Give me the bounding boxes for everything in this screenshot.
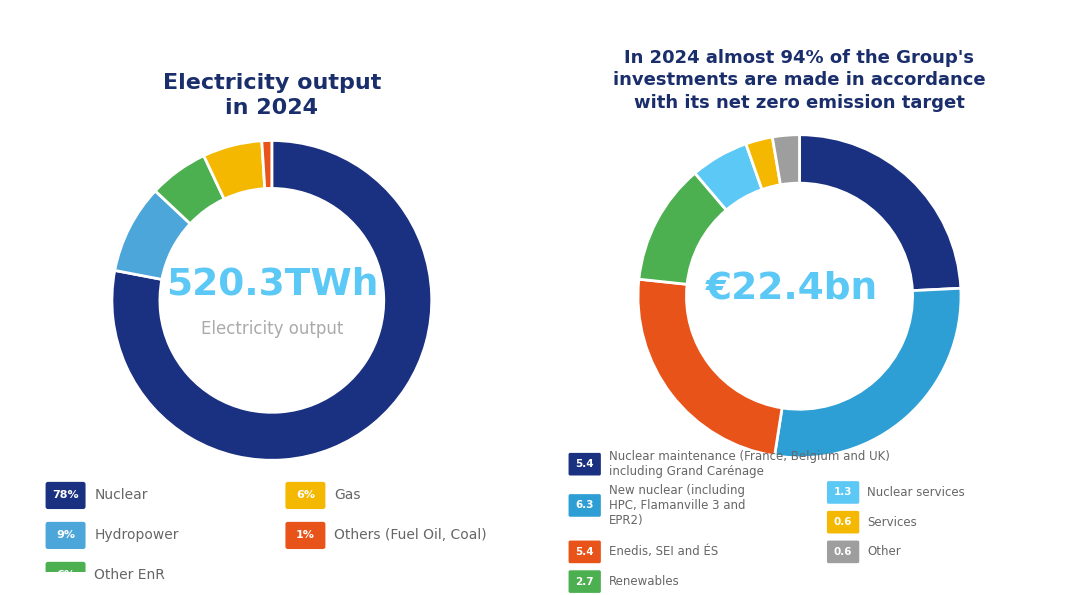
Text: Others (Fuel Oil, Coal): Others (Fuel Oil, Coal) — [335, 528, 487, 543]
Text: 6%: 6% — [56, 571, 75, 580]
Text: Electricity output
in 2024: Electricity output in 2024 — [163, 73, 381, 118]
Text: 0.6: 0.6 — [834, 547, 853, 557]
Wedge shape — [262, 140, 272, 189]
Wedge shape — [115, 191, 190, 280]
Text: Electricity output: Electricity output — [200, 320, 343, 338]
Text: 9%: 9% — [56, 530, 75, 540]
Text: Other: Other — [868, 546, 901, 558]
FancyBboxPatch shape — [827, 541, 859, 563]
FancyBboxPatch shape — [827, 481, 859, 504]
Text: Nuclear: Nuclear — [95, 488, 148, 502]
Wedge shape — [112, 140, 432, 461]
FancyBboxPatch shape — [286, 482, 325, 509]
Text: Other EnR: Other EnR — [95, 568, 165, 583]
Text: 1%: 1% — [296, 530, 314, 540]
Wedge shape — [156, 156, 224, 224]
Wedge shape — [695, 144, 762, 210]
FancyBboxPatch shape — [46, 522, 85, 549]
Text: Services: Services — [868, 516, 917, 529]
FancyBboxPatch shape — [46, 482, 85, 509]
FancyBboxPatch shape — [286, 522, 325, 549]
Wedge shape — [800, 134, 960, 290]
Text: Enedis, SEI and ÉS: Enedis, SEI and ÉS — [609, 546, 718, 558]
Wedge shape — [746, 137, 780, 190]
FancyBboxPatch shape — [568, 541, 601, 563]
Text: Renewables: Renewables — [609, 575, 680, 588]
Text: 5.4: 5.4 — [576, 459, 594, 469]
Wedge shape — [773, 134, 800, 185]
Text: 2.7: 2.7 — [576, 577, 594, 587]
Text: 6.3: 6.3 — [576, 500, 594, 511]
Text: 0.6: 0.6 — [834, 517, 853, 527]
FancyBboxPatch shape — [568, 453, 601, 475]
Text: Nuclear services: Nuclear services — [868, 486, 965, 499]
Text: 520.3TWh: 520.3TWh — [165, 267, 378, 302]
FancyBboxPatch shape — [568, 570, 601, 593]
FancyBboxPatch shape — [46, 562, 85, 589]
Text: Hydropower: Hydropower — [95, 528, 179, 543]
Text: 78%: 78% — [52, 490, 79, 500]
Wedge shape — [775, 288, 962, 458]
Text: Nuclear maintenance (France, Belgium and UK)
including Grand Carénage: Nuclear maintenance (France, Belgium and… — [609, 450, 890, 478]
Text: 5.4: 5.4 — [576, 547, 594, 557]
FancyBboxPatch shape — [827, 511, 859, 534]
Wedge shape — [637, 279, 782, 456]
Text: €22.4bn: €22.4bn — [706, 270, 877, 306]
Text: In 2024 almost 94% of the Group's
investments are made in accordance
with its ne: In 2024 almost 94% of the Group's invest… — [613, 49, 986, 111]
Text: Gas: Gas — [335, 488, 360, 502]
Text: 1.3: 1.3 — [834, 487, 853, 497]
Wedge shape — [639, 173, 726, 284]
Wedge shape — [204, 141, 264, 199]
Text: 6%: 6% — [296, 490, 314, 500]
FancyBboxPatch shape — [568, 494, 601, 516]
Text: New nuclear (including
HPC, Flamanville 3 and
EPR2): New nuclear (including HPC, Flamanville … — [609, 484, 745, 527]
